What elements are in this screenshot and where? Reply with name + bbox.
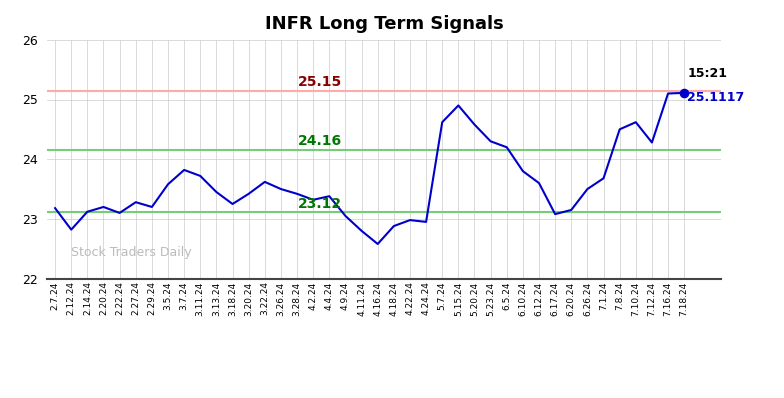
Text: 23.12: 23.12 bbox=[298, 197, 342, 211]
Text: 15:21: 15:21 bbox=[688, 67, 728, 80]
Text: Stock Traders Daily: Stock Traders Daily bbox=[71, 246, 191, 259]
Point bbox=[678, 90, 691, 96]
Text: 24.16: 24.16 bbox=[298, 135, 342, 148]
Text: 25.1117: 25.1117 bbox=[688, 91, 745, 104]
Text: 25.15: 25.15 bbox=[297, 75, 342, 90]
Title: INFR Long Term Signals: INFR Long Term Signals bbox=[265, 15, 503, 33]
